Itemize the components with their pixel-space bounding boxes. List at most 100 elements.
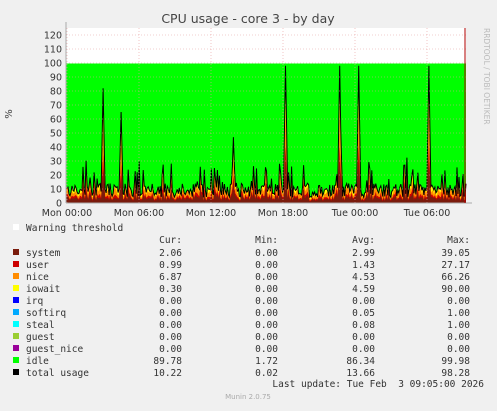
legend-max: 0.00 xyxy=(447,344,470,355)
legend-swatch-softirq xyxy=(13,309,19,315)
legend-cur: 0.99 xyxy=(159,260,182,271)
legend-min: 0.00 xyxy=(255,308,278,319)
warning-swatch xyxy=(13,224,19,230)
legend-name: idle xyxy=(26,356,49,367)
legend-min: 0.00 xyxy=(255,332,278,343)
legend-swatch-irq xyxy=(13,297,19,303)
legend-swatch-steal xyxy=(13,321,19,327)
legend-name: guest_nice xyxy=(26,344,83,355)
y-tick-label: 10 xyxy=(50,185,62,196)
munin-version: Munin 2.0.75 xyxy=(225,393,271,401)
y-tick-label: 110 xyxy=(44,45,62,56)
legend-avg: 0.00 xyxy=(352,332,375,343)
legend-swatch-nice xyxy=(13,273,19,279)
legend-avg: 2.99 xyxy=(352,248,375,259)
legend-max: 1.00 xyxy=(447,320,470,331)
legend-name: iowait xyxy=(26,284,60,295)
legend-min: 0.00 xyxy=(255,344,278,355)
legend-avg: 4.53 xyxy=(352,272,375,283)
x-axis-ticks: Mon 00:00 Mon 06:00 Mon 12:00 Mon 18:00 Tue … xyxy=(42,208,451,219)
legend-min: 0.00 xyxy=(255,296,278,307)
legend-min: 0.02 xyxy=(255,368,278,379)
legend-avg: 1.43 xyxy=(352,260,375,271)
legend-avg: 0.08 xyxy=(352,320,375,331)
legend-cur: 89.78 xyxy=(153,356,182,367)
last-update: Last update: Tue Feb 3 09:05:00 2026 xyxy=(272,379,484,390)
legend-avg: 0.05 xyxy=(352,308,375,319)
legend-cur: 0.00 xyxy=(159,344,182,355)
legend-name: guest xyxy=(26,332,55,343)
legend-swatch-system xyxy=(13,249,19,255)
legend-cur: 0.00 xyxy=(159,320,182,331)
legend-name: softirq xyxy=(26,308,66,319)
y-tick-label: 30 xyxy=(50,157,62,168)
legend-min: 1.72 xyxy=(255,356,278,367)
y-tick-label: 120 xyxy=(44,31,62,42)
grid xyxy=(66,28,466,203)
legend-max: 0.00 xyxy=(447,332,470,343)
legend-avg: 0.00 xyxy=(352,344,375,355)
legend-max: 39.05 xyxy=(441,248,470,259)
legend-min: 0.00 xyxy=(255,320,278,331)
plot-area xyxy=(65,28,467,203)
x-tick-label: Tue 00:00 xyxy=(331,208,379,219)
legend-swatch-idle xyxy=(13,357,19,363)
legend-name: nice xyxy=(26,272,49,283)
header-max: Max: xyxy=(447,235,470,246)
legend-cur: 10.22 xyxy=(153,368,182,379)
legend-avg: 86.34 xyxy=(346,356,375,367)
legend-swatch-guest_nice xyxy=(13,345,19,351)
y-tick-label: 40 xyxy=(50,143,62,154)
warning-label: Warning threshold xyxy=(26,223,123,234)
header-avg: Avg: xyxy=(352,235,375,246)
x-tick-label: Mon 00:00 xyxy=(42,208,92,219)
legend-name: total usage xyxy=(26,368,89,379)
chart-title: CPU usage - core 3 - by day xyxy=(161,11,335,26)
legend-min: 0.00 xyxy=(255,260,278,271)
legend-max: 99.98 xyxy=(441,356,470,367)
y-axis-ticks: 0 10 20 30 40 50 60 70 80 90 100 110 120 xyxy=(44,31,62,210)
legend-swatch-total-usage xyxy=(13,369,19,375)
axes xyxy=(65,22,472,204)
header-min: Min: xyxy=(255,235,278,246)
y-tick-label: 0 xyxy=(56,199,62,210)
legend-avg: 13.66 xyxy=(346,368,375,379)
legend-name: system xyxy=(26,248,61,259)
legend-cur: 0.30 xyxy=(159,284,182,295)
x-tick-label: Mon 18:00 xyxy=(258,208,308,219)
legend-avg: 4.59 xyxy=(352,284,375,295)
y-tick-label: 100 xyxy=(44,59,62,70)
legend-cur: 2.06 xyxy=(159,248,182,259)
legend-min: 0.00 xyxy=(255,248,278,259)
x-tick-label: Tue 06:00 xyxy=(403,208,451,219)
y-tick-label: 70 xyxy=(50,101,62,112)
y-tick-label: 60 xyxy=(50,115,62,126)
legend-max: 66.26 xyxy=(441,272,470,283)
y-tick-label: 80 xyxy=(50,87,62,98)
header-cur: Cur: xyxy=(159,235,182,246)
x-tick-label: Mon 12:00 xyxy=(186,208,236,219)
y-tick-label: 90 xyxy=(50,73,62,84)
series-total-usage-line xyxy=(65,65,467,200)
legend: Warning threshold Cur: Min: Avg: Max: sy… xyxy=(13,223,470,379)
series-system-area xyxy=(66,161,466,203)
y-tick-label: 50 xyxy=(50,129,62,140)
legend-cur: 0.00 xyxy=(159,332,182,343)
y-axis-label: % xyxy=(4,109,15,119)
legend-max: 98.28 xyxy=(441,368,470,379)
legend-min: 0.00 xyxy=(255,272,278,283)
legend-name: irq xyxy=(26,296,43,307)
legend-avg: 0.00 xyxy=(352,296,375,307)
legend-max: 0.00 xyxy=(447,296,470,307)
legend-cur: 0.00 xyxy=(159,308,182,319)
legend-swatch-user xyxy=(13,261,19,267)
legend-name: steal xyxy=(26,320,55,331)
legend-max: 1.00 xyxy=(447,308,470,319)
legend-max: 27.17 xyxy=(441,260,470,271)
y-tick-label: 20 xyxy=(50,171,62,182)
legend-swatch-iowait xyxy=(13,285,19,291)
legend-swatch-guest xyxy=(13,333,19,339)
legend-cur: 6.87 xyxy=(159,272,182,283)
legend-cur: 0.00 xyxy=(159,296,182,307)
